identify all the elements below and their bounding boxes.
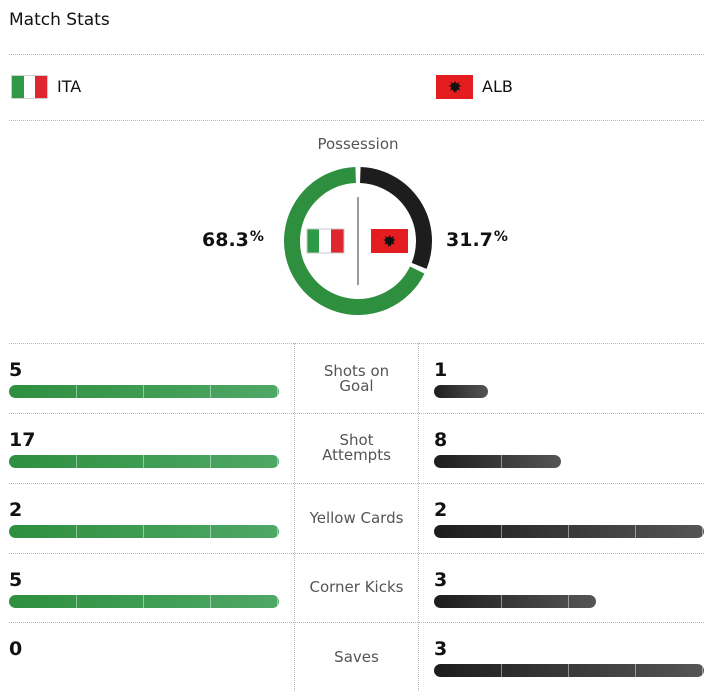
away-stat-value: 3 <box>434 569 448 591</box>
bar-segment-divider <box>143 385 144 398</box>
stat-row-saves: 0 Saves 3 <box>0 622 716 691</box>
stat-label-line: Goal <box>339 377 374 395</box>
away-possession-arc <box>359 167 432 269</box>
bar-segment-divider <box>635 664 636 677</box>
possession-donut-chart <box>284 167 432 315</box>
home-stat-bar <box>9 385 279 398</box>
home-stat-value: 2 <box>9 499 23 521</box>
albania-flag-icon <box>436 75 473 99</box>
divider <box>9 483 704 484</box>
bar-segment-divider <box>635 525 636 538</box>
bar-segment-divider <box>76 525 77 538</box>
divider <box>9 54 704 55</box>
home-stat-bar <box>9 525 279 538</box>
percent-sign: % <box>493 229 508 245</box>
stat-row-shot-attempts: 17 Shot Attempts 8 <box>0 413 716 483</box>
bar-segment-divider <box>277 385 278 398</box>
home-stat-value: 17 <box>9 429 36 451</box>
divider <box>9 553 704 554</box>
stat-label-line: Shot <box>339 431 374 449</box>
stat-label: Corner Kicks <box>295 580 418 595</box>
home-possession-arc <box>284 167 425 315</box>
divider <box>9 413 704 414</box>
stat-label: Shot Attempts <box>295 433 418 463</box>
away-stat-value: 3 <box>434 638 448 660</box>
home-stat-bar <box>9 595 279 608</box>
bar-segment-divider <box>568 595 569 608</box>
stat-label-line: Corner Kicks <box>309 578 404 596</box>
bar-segment-divider <box>501 595 502 608</box>
home-possession-number: 68.3 <box>202 229 249 251</box>
home-stat-value: 5 <box>9 359 23 381</box>
away-possession-value: 31.7% <box>446 229 508 251</box>
bar-segment-divider <box>210 455 211 468</box>
away-stat-bar <box>434 455 561 468</box>
bar-segment-divider <box>76 455 77 468</box>
bar-segment-divider <box>143 595 144 608</box>
stat-label-line: Saves <box>334 648 379 666</box>
bar-segment-divider <box>210 385 211 398</box>
away-stat-bar <box>434 595 596 608</box>
bar-segment-divider <box>76 595 77 608</box>
bar-segment-divider <box>501 455 502 468</box>
bar-segment-divider <box>277 455 278 468</box>
bar-segment-divider <box>143 525 144 538</box>
away-stat-value: 1 <box>434 359 448 381</box>
page-title: Match Stats <box>9 10 110 30</box>
italy-flag-icon <box>306 228 345 254</box>
bar-segment-divider <box>702 525 703 538</box>
away-stat-bar <box>434 664 704 677</box>
divider <box>9 120 704 121</box>
percent-sign: % <box>249 229 264 245</box>
away-stat-bar <box>434 385 488 398</box>
home-possession-value: 68.3% <box>202 229 264 251</box>
stat-label-line: Attempts <box>322 446 391 464</box>
home-team-name: ITA <box>57 77 82 96</box>
stat-label-line: Shots on <box>323 362 390 380</box>
bar-segment-divider <box>210 595 211 608</box>
bar-segment-divider <box>76 385 77 398</box>
away-possession-number: 31.7 <box>446 229 493 251</box>
bar-segment-divider <box>501 664 502 677</box>
divider <box>9 343 704 344</box>
stat-row-yellow-cards: 2 Yellow Cards 2 <box>0 483 716 553</box>
bar-segment-divider <box>277 595 278 608</box>
stat-label-line: Yellow Cards <box>309 509 404 527</box>
italy-flag-icon <box>11 75 48 99</box>
away-stat-bar <box>434 525 704 538</box>
bar-segment-divider <box>501 525 502 538</box>
away-team-name: ALB <box>482 77 513 96</box>
divider <box>9 622 704 623</box>
bar-segment-divider <box>568 525 569 538</box>
stat-row-corner-kicks: 5 Corner Kicks 3 <box>0 553 716 623</box>
bar-segment-divider <box>277 525 278 538</box>
home-stat-value: 5 <box>9 569 23 591</box>
bar-segment-divider <box>210 525 211 538</box>
stat-label: Yellow Cards <box>295 511 418 526</box>
away-stat-value: 8 <box>434 429 448 451</box>
column-divider <box>418 343 419 691</box>
home-stat-value: 0 <box>9 638 23 660</box>
possession-label: Possession <box>317 135 399 153</box>
albania-flag-icon <box>371 229 408 253</box>
column-divider <box>294 343 295 691</box>
bar-segment-divider <box>702 664 703 677</box>
stat-row-shots-on-goal: 5 Shots on Goal 1 <box>0 343 716 413</box>
stat-label: Saves <box>295 650 418 665</box>
home-stat-bar <box>9 455 279 468</box>
bar-segment-divider <box>143 455 144 468</box>
stat-label: Shots on Goal <box>295 364 418 394</box>
bar-segment-divider <box>568 664 569 677</box>
away-stat-value: 2 <box>434 499 448 521</box>
